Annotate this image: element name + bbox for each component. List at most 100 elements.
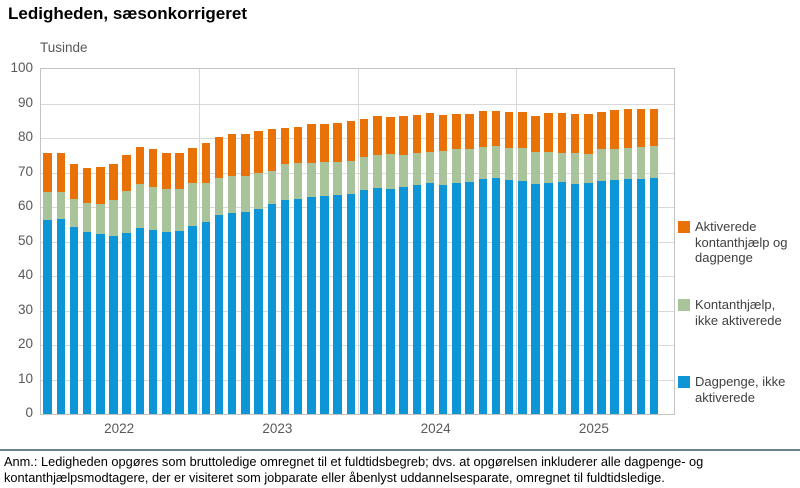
legend-item: Dagpenge, ikke aktiverede: [678, 374, 785, 405]
stacked-bar: [570, 114, 580, 414]
bar-segment: [43, 152, 52, 192]
bar-segment: [346, 121, 356, 162]
bar-segment: [96, 233, 105, 414]
stacked-bar: [491, 111, 501, 414]
legend-label-line: Aktiverede: [695, 219, 757, 234]
bar-segment: [280, 127, 290, 165]
stacked-bar: [56, 153, 66, 414]
bar-segment: [135, 228, 145, 414]
bar-segment: [544, 152, 553, 183]
bar-segment: [135, 184, 145, 229]
y-axis-unit-label: Tusinde: [40, 40, 88, 55]
bar-segment: [96, 167, 105, 205]
bar-segment: [69, 199, 79, 228]
bar-segment: [293, 162, 303, 199]
bar-segment: [465, 148, 474, 182]
bar-segment: [148, 186, 158, 230]
bar-segment: [399, 186, 408, 414]
bar-segment: [478, 179, 488, 414]
gridline-vertical: [357, 69, 359, 414]
bar-segment: [346, 161, 356, 194]
bar-segment: [504, 180, 514, 414]
bar-segment: [359, 118, 369, 157]
bar-segment: [56, 191, 66, 220]
bar-segment: [82, 167, 92, 204]
legend-label-line: Dagpenge, ikke: [695, 374, 786, 389]
bar-segment: [491, 178, 501, 414]
stacked-bar: [425, 113, 435, 414]
bar-segment: [518, 147, 527, 182]
bar-segment: [610, 180, 619, 414]
bar-segment: [254, 131, 263, 174]
bar-segment: [359, 157, 369, 191]
stacked-bar: [346, 121, 356, 414]
bar-segment: [438, 114, 448, 152]
bar-segment: [254, 173, 263, 209]
bar-segment: [214, 178, 224, 216]
stacked-bar: [254, 131, 263, 414]
bar-segment: [333, 194, 342, 414]
bar-segment: [452, 113, 461, 150]
bar-segment: [69, 227, 79, 414]
bar-segment: [162, 231, 171, 414]
bar-segment: [175, 230, 184, 414]
stacked-bar: [465, 114, 474, 414]
bar-segment: [359, 190, 369, 414]
stacked-bar: [96, 167, 105, 414]
x-axis-year-label: 2023: [262, 421, 293, 436]
bar-segment: [267, 128, 277, 172]
bar-segment: [636, 178, 646, 414]
bar-segment: [227, 213, 237, 414]
bar-segment: [307, 124, 316, 163]
bar-segment: [201, 183, 211, 223]
stacked-bar: [175, 152, 184, 414]
bar-segment: [201, 142, 211, 184]
y-axis-tick-label: 50: [17, 232, 33, 248]
bar-segment: [267, 171, 277, 204]
bar-segment: [610, 148, 619, 181]
stacked-bar: [267, 128, 277, 414]
stacked-bar: [518, 112, 527, 414]
bar-segment: [557, 152, 567, 182]
stacked-bar: [201, 142, 211, 414]
stacked-bar: [504, 112, 514, 414]
y-axis-tick-label: 0: [25, 405, 33, 420]
bar-segment: [373, 155, 382, 189]
bar-segment: [623, 148, 633, 180]
bar-segment: [452, 183, 461, 414]
bar-segment: [425, 113, 435, 153]
bar-segment: [333, 161, 342, 195]
bar-segment: [373, 115, 382, 156]
bar-segment: [636, 108, 646, 147]
bar-segment: [491, 145, 501, 179]
y-axis-tick-label: 60: [17, 198, 33, 213]
legend-label: Kontanthjælp, ikke aktiverede: [695, 297, 782, 328]
gridline-vertical: [199, 69, 201, 414]
y-axis-tick-label: 80: [17, 129, 33, 144]
bar-segment: [188, 147, 197, 184]
bar-segment: [43, 191, 52, 221]
bar-segment: [531, 115, 540, 153]
bar-segment: [293, 198, 303, 414]
stacked-bar: [649, 109, 659, 414]
bar-segment: [188, 226, 197, 414]
bar-segment: [122, 232, 131, 414]
bar-segment: [320, 123, 329, 162]
bar-segment: [438, 151, 448, 185]
bar-segment: [531, 152, 540, 185]
bar-segment: [425, 183, 435, 414]
stacked-bar: [82, 167, 92, 414]
stacked-bar: [412, 115, 422, 414]
stacked-bar: [162, 153, 171, 414]
bar-segment: [56, 219, 66, 414]
bar-segment: [544, 182, 553, 414]
bar-segment: [122, 154, 131, 192]
bar-segment: [412, 153, 422, 186]
stacked-bar: [69, 164, 79, 414]
bar-segment: [43, 220, 52, 414]
bar-segment: [491, 111, 501, 146]
stacked-bar: [557, 112, 567, 414]
bar-segment: [386, 188, 395, 414]
bar-segment: [214, 136, 224, 179]
bar-segment: [148, 149, 158, 187]
